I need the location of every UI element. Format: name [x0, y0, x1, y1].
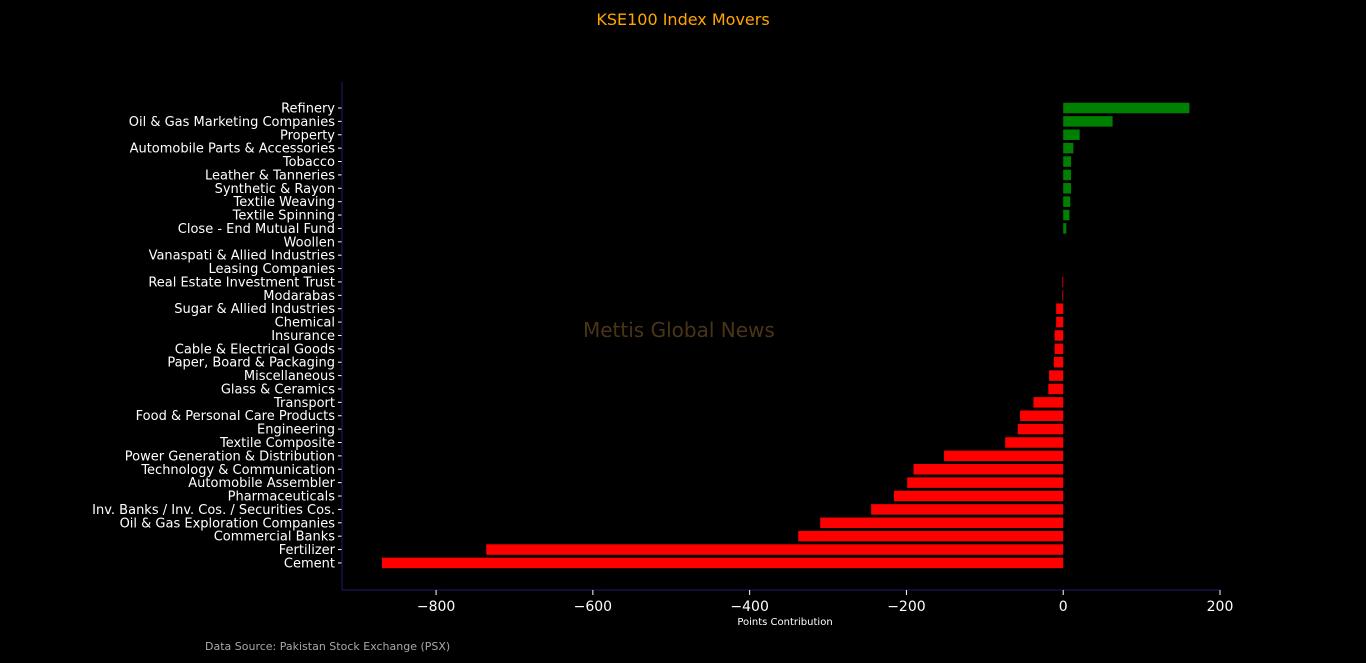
y-tick-label-cable-electrical-goods: Cable & Electrical Goods: [175, 342, 335, 357]
y-tick-label-miscellaneous: Miscellaneous: [244, 369, 335, 384]
y-tick-label-textile-spinning: Textile Spinning: [232, 209, 335, 224]
x-tick-label: 200: [1207, 599, 1234, 615]
y-tick-label-leasing-companies: Leasing Companies: [208, 262, 335, 277]
x-tick-label: −200: [887, 599, 925, 615]
bar-automobile-parts-accessories: [1063, 142, 1074, 154]
y-tick-label-power-generation-distribution: Power Generation & Distribution: [125, 449, 335, 464]
y-tick-label-real-estate-investment-trust: Real Estate Investment Trust: [148, 275, 335, 290]
bar-close-end-mutual-fund: [1063, 223, 1067, 234]
bar-chemical: [1056, 316, 1064, 328]
y-tick-label-automobile-parts-accessories: Automobile Parts & Accessories: [130, 142, 336, 157]
bar-cable-electrical-goods: [1054, 343, 1064, 355]
y-tick-label-textile-weaving: Textile Weaving: [233, 195, 336, 210]
y-tick-label-food-personal-care-products: Food & Personal Care Products: [136, 409, 336, 424]
y-tick-label-vanaspati-allied-industries: Vanaspati & Allied Industries: [149, 249, 336, 264]
y-tick-label-sugar-allied-industries: Sugar & Allied Industries: [174, 302, 335, 317]
x-tick-label: −600: [574, 599, 612, 615]
y-tick-label-leather-tanneries: Leather & Tanneries: [205, 168, 335, 183]
y-tick-label-glass-ceramics: Glass & Ceramics: [221, 382, 335, 397]
bar-tobacco: [1063, 156, 1072, 167]
bar-paper-board-packaging: [1053, 356, 1064, 368]
y-tick-label-property: Property: [280, 128, 335, 143]
bar-property: [1063, 129, 1080, 141]
bar-food-personal-care-products: [1020, 410, 1064, 421]
bar-oil-gas-marketing-companies: [1063, 116, 1113, 127]
bar-fertilizer: [486, 544, 1064, 555]
bar-refinery: [1063, 102, 1190, 114]
bar-textile-spinning: [1063, 209, 1070, 221]
bar-oil-gas-exploration-companies: [820, 517, 1064, 529]
data-source-note: Data Source: Pakistan Stock Exchange (PS…: [205, 640, 451, 653]
x-tick-label: 0: [1059, 599, 1068, 615]
bar-commercial-banks: [798, 530, 1064, 542]
y-tick-label-close-end-mutual-fund: Close - End Mutual Fund: [178, 222, 335, 237]
y-tick-label-oil-gas-exploration-companies: Oil & Gas Exploration Companies: [120, 516, 336, 531]
bar-sugar-allied-industries: [1056, 303, 1064, 314]
bar-textile-composite: [1005, 437, 1064, 448]
bar-power-generation-distribution: [944, 450, 1064, 462]
x-tick-label: −800: [417, 599, 455, 615]
y-tick-label-engineering: Engineering: [257, 423, 335, 438]
y-tick-label-textile-composite: Textile Composite: [219, 436, 335, 451]
y-tick-label-transport: Transport: [273, 396, 335, 411]
y-tick-label-tobacco: Tobacco: [282, 155, 335, 170]
y-tick-label-modarabas: Modarabas: [263, 289, 335, 304]
bar-miscellaneous: [1049, 370, 1064, 381]
bar-technology-communication: [913, 464, 1064, 475]
bar-modarabas: [1062, 290, 1064, 301]
bars-layer: [381, 102, 1190, 569]
bar-engineering: [1017, 423, 1064, 435]
watermark-text: Mettis Global News: [583, 318, 775, 342]
bar-leather-tanneries: [1063, 169, 1072, 181]
y-tick-label-automobile-assembler: Automobile Assembler: [188, 476, 335, 491]
y-tick-label-synthetic-rayon: Synthetic & Rayon: [215, 182, 335, 197]
bar-pharmaceuticals: [893, 490, 1064, 502]
y-tick-label-commercial-banks: Commercial Banks: [214, 530, 336, 545]
y-tick-label-pharmaceuticals: Pharmaceuticals: [228, 490, 336, 505]
y-tick-label-oil-gas-marketing-companies: Oil & Gas Marketing Companies: [129, 115, 335, 130]
bar-insurance: [1054, 330, 1064, 341]
x-tick-label: −400: [730, 599, 768, 615]
bar-synthetic-rayon: [1063, 183, 1072, 194]
y-tick-label-cement: Cement: [284, 556, 335, 571]
y-tick-label-chemical: Chemical: [275, 316, 335, 331]
chart-title: KSE100 Index Movers: [596, 10, 770, 29]
bar-inv-banks-inv-cos-securities-cos: [871, 504, 1064, 515]
y-tick-label-inv-banks-inv-cos-securities-cos: Inv. Banks / Inv. Cos. / Securities Cos.: [92, 503, 335, 518]
x-axis-label: Points Contribution: [737, 617, 833, 628]
bar-automobile-assembler: [907, 477, 1064, 488]
bar-transport: [1033, 397, 1064, 408]
bar-cement: [381, 557, 1064, 569]
bar-textile-weaving: [1063, 196, 1071, 207]
y-tick-label-refinery: Refinery: [281, 102, 335, 117]
bar-real-estate-investment-trust: [1062, 276, 1064, 288]
y-tick-label-paper-board-packaging: Paper, Board & Packaging: [167, 356, 335, 371]
bar-glass-ceramics: [1048, 383, 1064, 395]
y-tick-label-technology-communication: Technology & Communication: [140, 463, 335, 478]
y-tick-label-woollen: Woollen: [284, 235, 335, 250]
y-tick-label-fertilizer: Fertilizer: [279, 543, 336, 558]
y-tick-label-insurance: Insurance: [271, 329, 335, 344]
